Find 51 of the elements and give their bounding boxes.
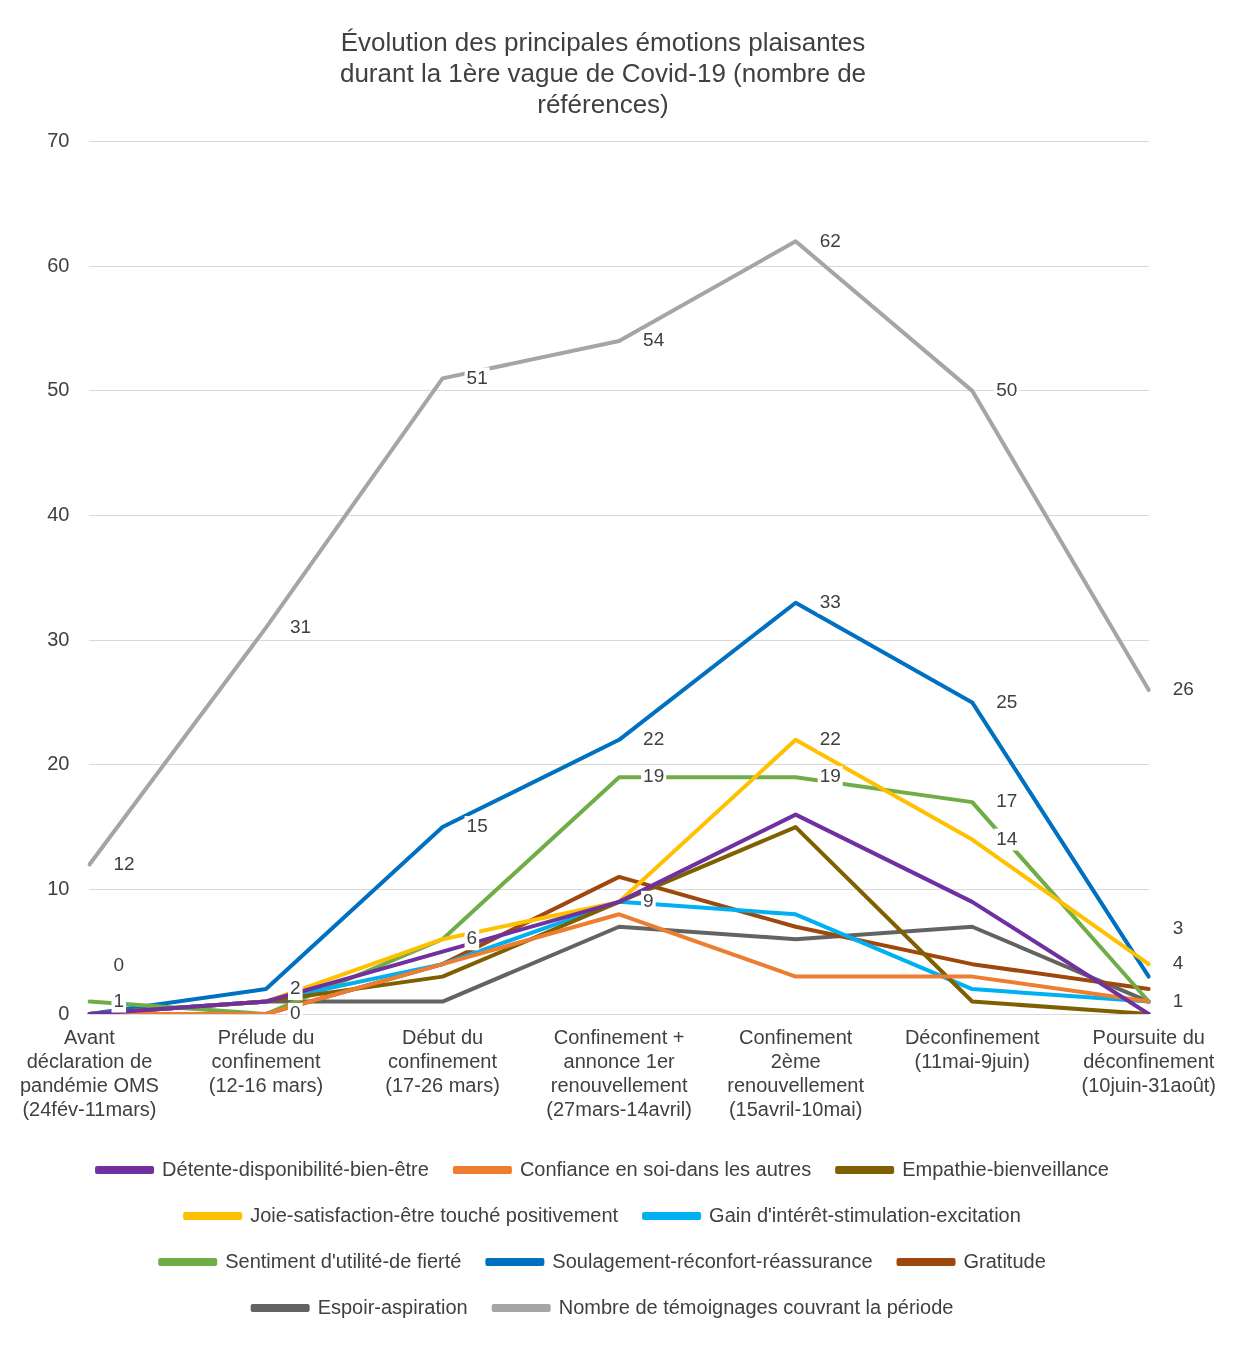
- data-label: 25: [996, 690, 1018, 712]
- data-label: 19: [819, 765, 841, 787]
- y-tick-label: 20: [47, 752, 70, 775]
- legend-label: Empathie-bienveillance: [902, 1157, 1109, 1180]
- data-label: 62: [819, 229, 841, 251]
- data-label: 15: [466, 815, 488, 837]
- legend-label: Confiance en soi-dans les autres: [519, 1157, 812, 1180]
- data-label: 14: [996, 827, 1018, 849]
- y-tick-label: 0: [58, 1001, 70, 1024]
- legend-label: Espoir-aspiration: [317, 1295, 468, 1318]
- data-label: 26: [1172, 678, 1194, 700]
- x-tick-label: Confinement + annonce 1er renouvellement (27mars-14avril): [546, 1025, 692, 1120]
- legend-label: Détente-disponibilité-bien-être: [162, 1157, 429, 1180]
- data-label: 3: [1172, 916, 1184, 938]
- legend-label: Nombre de témoignages couvrant la période: [558, 1295, 954, 1318]
- legend-label: Soulagement-réconfort-réassurance: [552, 1249, 873, 1272]
- legend-label: Gain d'intérêt-stimulation-excitation: [709, 1203, 1021, 1226]
- data-label: 22: [819, 728, 841, 750]
- data-label: 4: [1172, 952, 1184, 974]
- data-label: 19: [643, 765, 665, 787]
- legend-label: Sentiment d'utilité-de fierté: [225, 1249, 462, 1272]
- data-label: 31: [290, 615, 312, 637]
- x-tick-label: Avant déclaration de pandémie OMS (24fév-11mars): [19, 1025, 159, 1120]
- data-label: 54: [643, 329, 665, 351]
- x-tick-label: Confinement 2ème renouvellement (15avril-10mai): [727, 1025, 865, 1120]
- data-label: 17: [996, 790, 1018, 812]
- data-label: 12: [113, 852, 135, 874]
- y-tick-label: 50: [47, 378, 70, 401]
- x-tick-label: Déconfinement (11mai-9juin): [904, 1025, 1040, 1072]
- x-tick-label: Prélude du confinement (12-16 mars): [208, 1025, 324, 1096]
- y-tick-label: 60: [47, 253, 70, 276]
- y-tick-label: 40: [47, 503, 70, 525]
- data-label: 6: [466, 927, 478, 949]
- data-label: 9: [643, 890, 654, 912]
- y-tick-label: 70: [47, 129, 70, 152]
- data-label: 1: [113, 989, 125, 1011]
- legend-label: Joie-satisfaction-être touché positivement: [250, 1203, 619, 1226]
- x-tick-label: Début du confinement (17-26 mars): [385, 1025, 500, 1096]
- data-label: 22: [643, 728, 665, 750]
- data-label: 51: [466, 366, 488, 388]
- y-tick-label: 30: [47, 627, 70, 650]
- data-label: 50: [996, 379, 1018, 401]
- data-label: 0: [113, 954, 125, 976]
- data-label: 1: [1172, 989, 1184, 1011]
- y-tick-label: 10: [47, 876, 70, 899]
- data-label: 2: [290, 977, 301, 999]
- data-label: 0: [290, 1002, 301, 1024]
- legend-label: Gratitude: [963, 1249, 1046, 1272]
- chart-title: Évolution des principales émotions plaisantes durant la 1ère vague de Covid-19 (nombre de références): [339, 26, 867, 120]
- data-label: 33: [819, 590, 841, 612]
- x-tick-label: Poursuite du déconfinement (10juin-31août): [1081, 1025, 1216, 1096]
